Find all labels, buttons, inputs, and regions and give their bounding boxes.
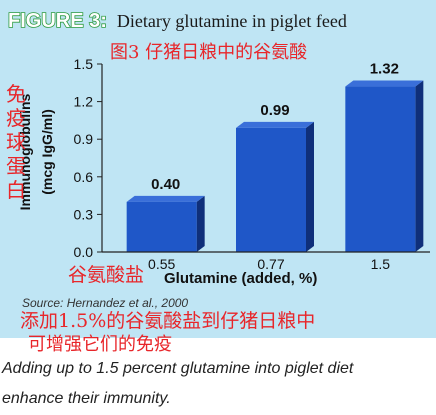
bar-face — [345, 86, 416, 252]
x-tick-label: 1.5 — [371, 256, 391, 272]
x-axis: 0.55 0.77 1.5 — [102, 251, 430, 272]
x-tick-label: 0.55 — [148, 256, 175, 272]
caption: Adding up to 1.5 percent glutamine into … — [0, 354, 436, 415]
x-tick-label: 0.77 — [257, 256, 284, 272]
chinese-x-label-overlay: 谷氨酸盐 — [68, 264, 145, 286]
chinese-caption-overlay-line1: 添加1.5%的谷氨酸盐到仔猪日粮中 — [20, 310, 316, 332]
y-axis-label: Immunoglobulins — [17, 93, 33, 210]
bar-side — [306, 121, 314, 252]
chinese-y-label-char: 蛋 — [6, 154, 26, 178]
y-axis-unit: (mcg IgG/ml) — [39, 109, 55, 195]
bar-face — [236, 127, 306, 252]
chinese-caption-overlay-line2: 可增强它们的免疫 — [28, 334, 172, 355]
y-tick-label: 1.2 — [74, 94, 94, 110]
data-label: 0.99 — [260, 102, 289, 119]
chinese-y-label-char: 球 — [6, 130, 26, 154]
chinese-y-label-char: 疫 — [6, 106, 26, 130]
figure-title: Dietary glutamine in piglet feed — [117, 11, 347, 31]
data-label: 0.40 — [151, 176, 180, 193]
y-tick-label: 0.0 — [74, 244, 94, 260]
caption-line-2: enhance their immunity. — [2, 390, 171, 407]
y-axis: 0.0 0.3 0.6 0.9 1.2 1.5 — [74, 56, 103, 260]
source-note: Source: Hernandez et al., 2000 — [22, 296, 188, 310]
caption-line-1: Adding up to 1.5 percent glutamine into … — [2, 360, 354, 377]
x-axis-label: Glutamine (added, %) — [164, 270, 317, 287]
bar-1.5: 1.32 — [345, 61, 424, 252]
bar-top — [126, 195, 205, 202]
bar-0.55: 0.40 — [126, 176, 205, 252]
y-tick-label: 1.5 — [74, 56, 94, 72]
bar-side — [415, 80, 424, 252]
chinese-title-overlay: 图3 仔猪日粮中的谷氨酸 — [110, 42, 308, 63]
y-tick-label: 0.6 — [74, 169, 94, 185]
bar-chart: FIGURE 3: Dietary glutamine in piglet fe… — [7, 9, 430, 310]
bar-face — [126, 201, 197, 252]
bar-top — [236, 121, 314, 128]
y-tick-label: 0.9 — [74, 131, 94, 147]
bar-0.77: 0.99 — [236, 102, 314, 252]
figure-label: FIGURE 3: — [8, 10, 107, 32]
bars: 0.40 0.99 1.32 — [126, 61, 424, 252]
bar-top — [345, 80, 424, 87]
y-tick-label: 0.3 — [74, 206, 94, 222]
bar-side — [196, 195, 205, 252]
data-label: 1.32 — [370, 61, 399, 78]
chinese-y-label-char: 白 — [6, 178, 26, 202]
chinese-y-label-char: 免 — [6, 82, 26, 106]
